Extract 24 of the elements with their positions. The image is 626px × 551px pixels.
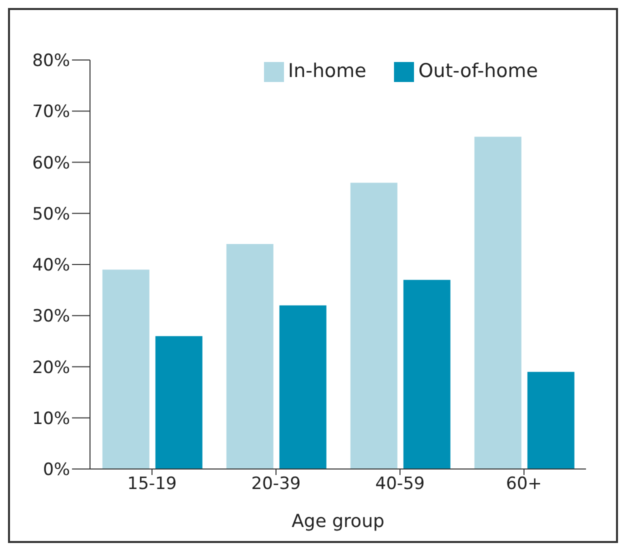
x-axis-title: Age group — [292, 511, 384, 532]
x-tick-label: 60+ — [506, 474, 542, 494]
y-tick-label: 0% — [43, 460, 70, 480]
bar — [226, 244, 274, 469]
y-tick-label: 80% — [32, 51, 70, 72]
x-tick-label: 20-39 — [251, 474, 301, 494]
bar — [350, 182, 398, 469]
bar — [527, 372, 574, 469]
legend-label: Out-of-home — [418, 60, 538, 82]
legend-label: In-home — [288, 60, 366, 82]
y-tick-label: 10% — [32, 408, 70, 429]
y-tick-label: 20% — [32, 358, 70, 378]
y-tick-label: 50% — [32, 204, 70, 224]
x-tick-label: 40-59 — [375, 474, 425, 494]
y-tick-label: 40% — [32, 256, 70, 276]
bar — [403, 280, 450, 469]
bar — [102, 270, 150, 469]
bar — [155, 336, 202, 469]
bar — [474, 136, 522, 469]
y-tick-label: 70% — [32, 102, 70, 122]
y-tick-label: 30% — [32, 306, 70, 327]
bar — [279, 305, 326, 469]
y-tick-label: 60% — [32, 153, 70, 174]
x-tick-label: 15-19 — [127, 474, 177, 494]
